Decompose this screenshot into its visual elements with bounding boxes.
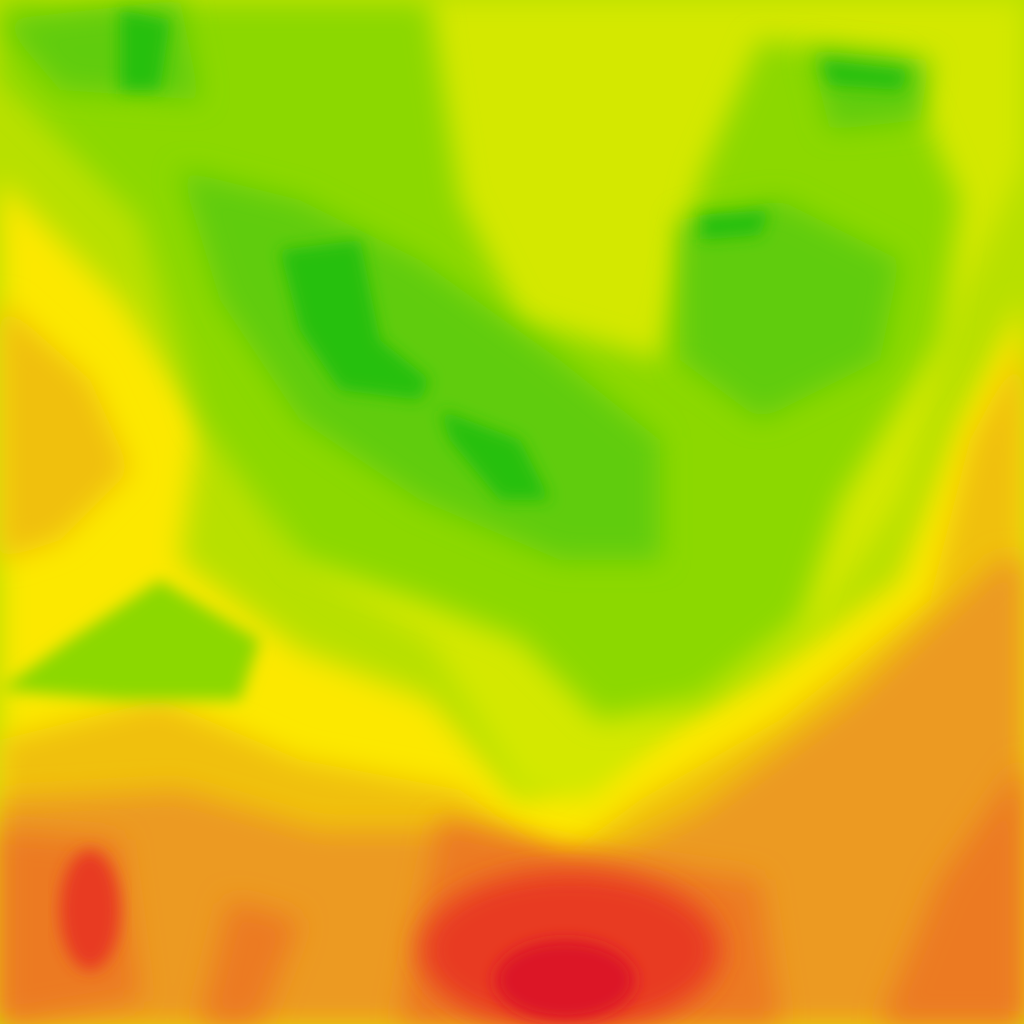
light-green-west bbox=[0, 580, 260, 700]
crimson-core bbox=[495, 940, 635, 1020]
red-zone-west bbox=[60, 850, 120, 970]
